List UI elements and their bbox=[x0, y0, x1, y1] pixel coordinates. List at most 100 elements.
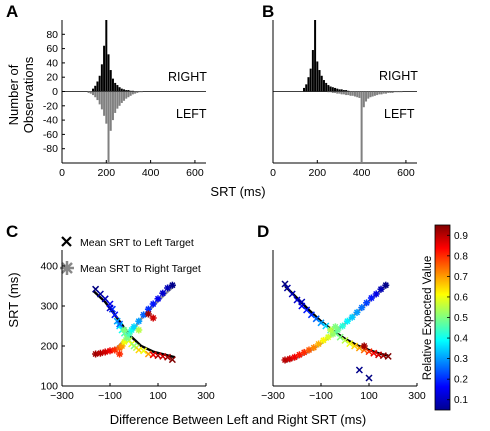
left-bar bbox=[114, 91, 117, 113]
right-bar bbox=[131, 90, 134, 92]
star-marker bbox=[96, 349, 104, 357]
star-marker bbox=[353, 308, 361, 316]
star-marker bbox=[358, 304, 366, 312]
x-tick-label: 400 bbox=[353, 167, 371, 179]
right-bar bbox=[92, 88, 95, 92]
right-bar bbox=[338, 89, 341, 92]
y-tick-label: -20 bbox=[43, 100, 58, 112]
right-bar bbox=[336, 88, 339, 92]
left-bar bbox=[107, 91, 110, 163]
right-bar bbox=[111, 78, 114, 92]
right-bar bbox=[318, 70, 321, 92]
panel-a-right-label: RIGHT bbox=[168, 70, 207, 84]
left-bar bbox=[384, 91, 387, 94]
left-bar bbox=[391, 91, 394, 93]
left-bar bbox=[87, 91, 90, 93]
y-tick-label: 40 bbox=[46, 57, 58, 69]
x-tick-label: −300 bbox=[50, 390, 74, 402]
right-bar bbox=[127, 90, 130, 92]
right-bar bbox=[327, 85, 330, 92]
legend: Mean SRT to Left Target Mean SRT to Righ… bbox=[60, 236, 201, 275]
right-bar bbox=[345, 90, 348, 92]
left-bar bbox=[129, 91, 132, 96]
left-bar bbox=[100, 91, 103, 110]
right-bar bbox=[118, 87, 121, 92]
star-marker bbox=[360, 342, 368, 350]
star-marker bbox=[140, 311, 148, 319]
left-bar bbox=[400, 91, 403, 93]
left-bar bbox=[127, 91, 130, 98]
y-tick-label: 20 bbox=[46, 72, 58, 84]
colorbar-tick-label: 0.2 bbox=[454, 375, 468, 386]
left-bar bbox=[369, 91, 372, 98]
legend-label-left: Mean SRT to Left Target bbox=[80, 237, 194, 249]
star-marker bbox=[154, 295, 162, 303]
panel-label-c: C bbox=[6, 222, 18, 241]
star-marker bbox=[149, 314, 157, 322]
panel-b-histogram: 0 200 400 600 bbox=[270, 20, 417, 179]
right-bar bbox=[94, 85, 97, 92]
right-bar bbox=[305, 84, 308, 92]
left-bar bbox=[134, 91, 137, 94]
panel-d-scatter: −300 −100 100 300 bbox=[261, 250, 426, 402]
left-bar bbox=[362, 91, 365, 108]
left-bar bbox=[94, 91, 97, 98]
left-bar bbox=[353, 91, 356, 97]
star-marker bbox=[149, 300, 157, 308]
y-tick-label: -80 bbox=[43, 143, 58, 155]
x-tick-label: 300 bbox=[408, 390, 426, 402]
right-bar bbox=[309, 68, 312, 92]
colorbar-tick-label: 0.7 bbox=[454, 272, 468, 283]
left-bar bbox=[373, 91, 376, 96]
right-bar bbox=[116, 85, 119, 92]
left-bar bbox=[398, 91, 401, 93]
left-bar bbox=[396, 91, 399, 93]
x-marker bbox=[101, 295, 109, 303]
star-marker bbox=[331, 323, 339, 331]
right-bar bbox=[109, 70, 112, 92]
x-tick-label: 100 bbox=[360, 390, 378, 402]
x-marker bbox=[317, 319, 325, 327]
right-bar bbox=[316, 61, 319, 92]
star-marker bbox=[118, 342, 126, 350]
right-bar bbox=[129, 90, 132, 92]
y-tick-label: 100 bbox=[40, 381, 58, 393]
left-bar bbox=[342, 91, 345, 95]
left-bar bbox=[393, 91, 396, 93]
star-marker bbox=[339, 322, 347, 330]
left-bar bbox=[116, 91, 119, 109]
right-bar bbox=[325, 82, 328, 92]
right-bar bbox=[334, 87, 337, 92]
left-bar bbox=[360, 91, 363, 163]
left-bar bbox=[123, 91, 126, 101]
colorbar-tick-label: 0.6 bbox=[454, 292, 468, 303]
star-marker bbox=[319, 336, 327, 344]
star-marker bbox=[135, 317, 143, 325]
x-tick-label: 0 bbox=[270, 167, 276, 179]
left-bar bbox=[365, 91, 368, 102]
left-bar bbox=[138, 91, 141, 93]
star-marker bbox=[377, 285, 385, 293]
right-bar bbox=[107, 54, 110, 92]
left-bar bbox=[120, 91, 123, 103]
x-tick-label: −100 bbox=[98, 390, 122, 402]
star-marker bbox=[106, 347, 114, 355]
left-bar bbox=[389, 91, 392, 93]
x-marker bbox=[370, 349, 378, 357]
x-marker bbox=[111, 311, 119, 319]
x-tick-label: 600 bbox=[397, 167, 415, 179]
right-bar bbox=[307, 77, 310, 92]
left-bar bbox=[356, 91, 359, 98]
colorbar-tick-label: 0.4 bbox=[454, 334, 468, 345]
right-bar bbox=[120, 88, 123, 92]
left-bar bbox=[351, 91, 354, 96]
star-marker bbox=[116, 350, 124, 358]
star-marker bbox=[168, 281, 176, 289]
right-bar bbox=[123, 89, 126, 92]
left-bar bbox=[136, 91, 139, 93]
x-tick-label: 200 bbox=[98, 167, 116, 179]
bottom-ylabel: SRT (ms) bbox=[6, 272, 21, 327]
left-bar bbox=[380, 91, 383, 95]
x-marker bbox=[288, 290, 296, 298]
